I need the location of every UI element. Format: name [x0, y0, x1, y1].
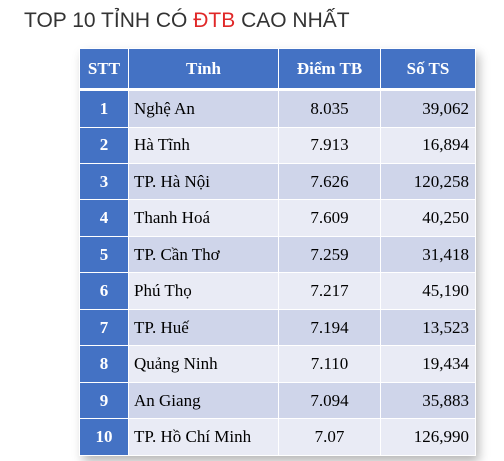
score-cell: 7.259	[278, 235, 381, 274]
province-cell: TP. Huế	[128, 308, 279, 347]
page-title: TOP 10 TỈNH CÓ ĐTB CAO NHẤT	[24, 6, 350, 36]
rank-cell: 2	[79, 126, 129, 164]
count-cell: 45,190	[380, 272, 476, 310]
province-cell: Quảng Ninh	[128, 345, 279, 383]
score-cell: 7.110	[278, 345, 381, 383]
score-cell: 7.913	[278, 126, 381, 164]
rank-cell: 7	[79, 308, 129, 347]
province-cell: An Giang	[128, 381, 279, 420]
rank-cell: 9	[79, 381, 129, 420]
score-cell: 7.217	[278, 272, 381, 310]
count-cell: 31,418	[380, 235, 476, 274]
table-row: 10 TP. Hồ Chí Minh 7.07 126,990	[79, 418, 476, 456]
title-suffix: CAO NHẤT	[235, 9, 350, 32]
table-row: 2 Hà Tĩnh 7.913 16,894	[79, 126, 476, 164]
count-cell: 39,062	[380, 89, 476, 128]
table-row: 6 Phú Thọ 7.217 45,190	[79, 272, 476, 310]
province-cell: Phú Thọ	[128, 272, 279, 310]
province-cell: Nghệ An	[128, 89, 279, 128]
rank-cell: 4	[79, 199, 129, 237]
province-cell: TP. Hà Nội	[128, 162, 279, 201]
count-cell: 35,883	[380, 381, 476, 420]
score-cell: 7.094	[278, 381, 381, 420]
score-cell: 7.07	[278, 418, 381, 456]
title-highlight: ĐTB	[193, 9, 236, 32]
count-cell: 120,258	[380, 162, 476, 201]
score-cell: 7.194	[278, 308, 381, 347]
rank-cell: 1	[79, 89, 129, 128]
rank-cell: 6	[79, 272, 129, 310]
province-cell: TP. Cần Thơ	[128, 235, 279, 274]
ranking-table-container: STT Tỉnh Điểm TB Số TS 1 Nghệ An 8.035 3…	[79, 48, 476, 456]
province-cell: Thanh Hoá	[128, 199, 279, 237]
title-prefix: TOP 10 TỈNH CÓ	[24, 9, 194, 32]
table-row: 7 TP. Huế 7.194 13,523	[79, 308, 476, 347]
table-row: 4 Thanh Hoá 7.609 40,250	[79, 199, 476, 237]
table-row: 5 TP. Cần Thơ 7.259 31,418	[79, 235, 476, 274]
rank-cell: 3	[79, 162, 129, 201]
score-cell: 8.035	[278, 89, 381, 128]
province-cell: Hà Tĩnh	[128, 126, 279, 164]
table-row: 8 Quảng Ninh 7.110 19,434	[79, 345, 476, 383]
ranking-table: STT Tỉnh Điểm TB Số TS 1 Nghệ An 8.035 3…	[79, 48, 476, 456]
count-cell: 126,990	[380, 418, 476, 456]
header-count: Số TS	[380, 48, 476, 91]
count-cell: 19,434	[380, 345, 476, 383]
count-cell: 16,894	[380, 126, 476, 164]
count-cell: 40,250	[380, 199, 476, 237]
table-row: 9 An Giang 7.094 35,883	[79, 381, 476, 420]
table-header-row: STT Tỉnh Điểm TB Số TS	[79, 48, 476, 91]
count-cell: 13,523	[380, 308, 476, 347]
header-province: Tỉnh	[128, 48, 279, 91]
header-stt: STT	[79, 48, 129, 91]
province-cell: TP. Hồ Chí Minh	[128, 418, 279, 456]
rank-cell: 5	[79, 235, 129, 274]
table-row: 1 Nghệ An 8.035 39,062	[79, 89, 476, 128]
header-score: Điểm TB	[278, 48, 381, 91]
table-row: 3 TP. Hà Nội 7.626 120,258	[79, 162, 476, 201]
score-cell: 7.626	[278, 162, 381, 201]
rank-cell: 8	[79, 345, 129, 383]
score-cell: 7.609	[278, 199, 381, 237]
rank-cell: 10	[79, 418, 129, 456]
